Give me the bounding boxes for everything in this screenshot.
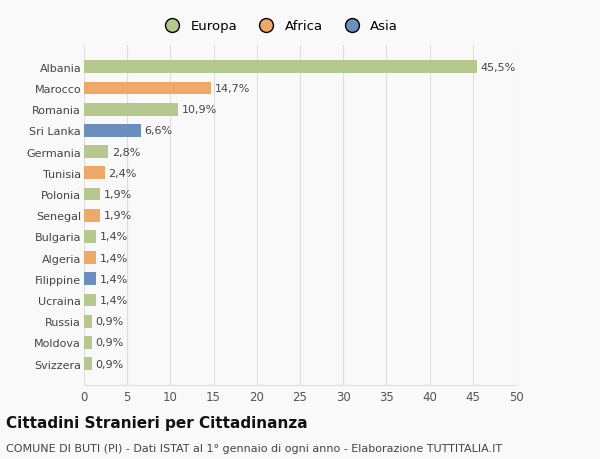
Bar bbox=[84, 104, 178, 116]
Text: 1,4%: 1,4% bbox=[100, 253, 128, 263]
Bar bbox=[84, 209, 100, 222]
Text: 1,4%: 1,4% bbox=[100, 274, 128, 284]
Text: 0,9%: 0,9% bbox=[95, 359, 124, 369]
Text: 1,4%: 1,4% bbox=[100, 232, 128, 242]
Bar bbox=[84, 83, 211, 95]
Bar bbox=[84, 146, 108, 159]
Legend: Europa, Africa, Asia: Europa, Africa, Asia bbox=[154, 15, 403, 39]
Bar bbox=[84, 230, 96, 243]
Text: 0,9%: 0,9% bbox=[95, 317, 124, 326]
Text: 1,9%: 1,9% bbox=[104, 211, 132, 221]
Text: 45,5%: 45,5% bbox=[481, 63, 516, 73]
Text: 1,9%: 1,9% bbox=[104, 190, 132, 200]
Text: COMUNE DI BUTI (PI) - Dati ISTAT al 1° gennaio di ogni anno - Elaborazione TUTTI: COMUNE DI BUTI (PI) - Dati ISTAT al 1° g… bbox=[6, 443, 502, 453]
Text: Cittadini Stranieri per Cittadinanza: Cittadini Stranieri per Cittadinanza bbox=[6, 415, 308, 431]
Text: 2,4%: 2,4% bbox=[108, 168, 137, 179]
Bar bbox=[84, 336, 92, 349]
Text: 6,6%: 6,6% bbox=[145, 126, 173, 136]
Bar bbox=[84, 252, 96, 264]
Bar bbox=[84, 273, 96, 285]
Bar bbox=[84, 188, 100, 201]
Text: 1,4%: 1,4% bbox=[100, 295, 128, 305]
Text: 10,9%: 10,9% bbox=[182, 105, 217, 115]
Bar bbox=[84, 125, 141, 138]
Text: 2,8%: 2,8% bbox=[112, 147, 140, 157]
Bar bbox=[84, 358, 92, 370]
Bar bbox=[84, 294, 96, 307]
Bar bbox=[84, 315, 92, 328]
Text: 14,7%: 14,7% bbox=[214, 84, 250, 94]
Bar bbox=[84, 62, 477, 74]
Bar bbox=[84, 167, 105, 180]
Text: 0,9%: 0,9% bbox=[95, 338, 124, 347]
